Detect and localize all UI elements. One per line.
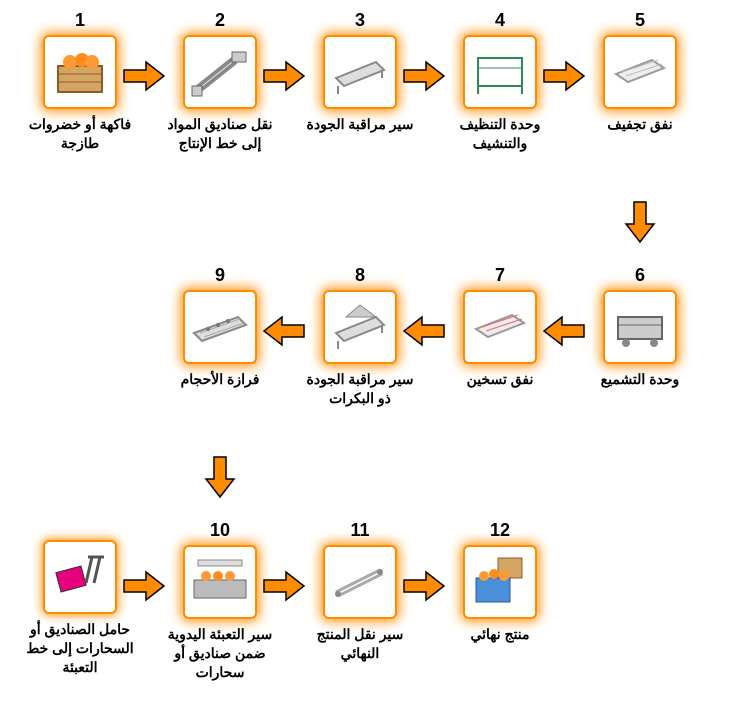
step-number: 4 (440, 10, 560, 31)
step-icon-box (43, 540, 117, 614)
step-number: 2 (160, 10, 280, 31)
crate-fruit-icon (48, 38, 112, 107)
arrow-down (202, 455, 238, 499)
step-number: 12 (440, 520, 560, 541)
arrow-right (122, 568, 166, 604)
arrow-right (402, 568, 446, 604)
arrow-left (262, 313, 306, 349)
step-label: منتج نهائي (440, 625, 560, 644)
box-carrier-icon (48, 543, 112, 612)
step-number: 3 (300, 10, 420, 31)
step-icon-box (323, 290, 397, 364)
step-icon-box (463, 290, 537, 364)
step-number: 5 (580, 10, 700, 31)
wax-unit-icon (608, 293, 672, 362)
step-number: 9 (160, 265, 280, 286)
heat-tunnel-icon (468, 293, 532, 362)
step-label: سير نقل المنتج النهائي (300, 625, 420, 663)
step-5: 5 نفق تجفيف (580, 10, 700, 134)
roller-belt-icon (328, 293, 392, 362)
final-product-icon (468, 548, 532, 617)
step-number: 1 (20, 10, 140, 31)
step-icon-box (323, 545, 397, 619)
step-icon-box (43, 35, 117, 109)
final-conveyor-icon (328, 548, 392, 617)
step-label: نفق تسخين (440, 370, 560, 389)
step-label: فرازة الأحجام (160, 370, 280, 389)
arrow-left (402, 313, 446, 349)
step-icon-box (183, 545, 257, 619)
step-label: نفق تجفيف (580, 115, 700, 134)
arrow-right (122, 58, 166, 94)
arrow-right (402, 58, 446, 94)
arrow-left (542, 313, 586, 349)
dry-tunnel-icon (608, 38, 672, 107)
arrow-down (622, 200, 658, 244)
step-label: فاكهة أو خضروات طازجة (20, 115, 140, 153)
step-label: سير مراقبة الجودة (300, 115, 420, 134)
step-icon-box (323, 35, 397, 109)
wash-unit-icon (468, 38, 532, 107)
step-label: سير مراقبة الجودة ذو البكرات (300, 370, 420, 408)
step-number: 8 (300, 265, 420, 286)
step-number: 11 (300, 520, 420, 541)
step-12: 12 منتج نهائي (440, 520, 560, 644)
arrow-right (262, 568, 306, 604)
arrow-right (542, 58, 586, 94)
step-icon-box (183, 35, 257, 109)
packing-belt-icon (188, 548, 252, 617)
step-label: وحدة التشميع (580, 370, 700, 389)
step-icon-box (463, 35, 537, 109)
size-sorter-icon (188, 293, 252, 362)
inspection-belt-icon (328, 38, 392, 107)
step-label: سير التعبئة اليدوية ضمن صناديق أو سحارات (160, 625, 280, 682)
arrow-right (262, 58, 306, 94)
step-number: 6 (580, 265, 700, 286)
step-label: وحدة التنظيف والتنشيف (440, 115, 560, 153)
step-6: 6 وحدة التشميع (580, 265, 700, 389)
step-icon-box (603, 35, 677, 109)
step-number: 7 (440, 265, 560, 286)
step-number: 10 (160, 520, 280, 541)
extra-box-carrier: حامل الصناديق أو السحارات إلى خط التعبئة (20, 540, 140, 677)
step-label: نقل صناديق المواد إلى خط الإنتاج (160, 115, 280, 153)
step-icon-box (463, 545, 537, 619)
conveyor-incline-icon (188, 38, 252, 107)
step-icon-box (183, 290, 257, 364)
step-label: حامل الصناديق أو السحارات إلى خط التعبئة (20, 620, 140, 677)
step-icon-box (603, 290, 677, 364)
